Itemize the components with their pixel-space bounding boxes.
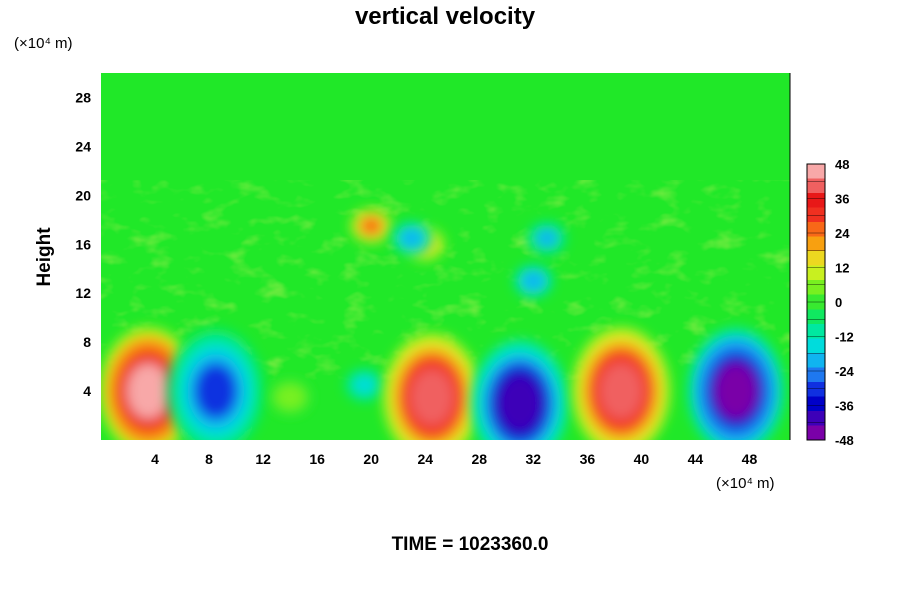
- x-tick-label: 20: [363, 451, 379, 467]
- y-tick-label: 12: [75, 285, 91, 301]
- field-cell: [471, 339, 569, 440]
- field-cell: [350, 208, 392, 244]
- colorbar-tick-label: 36: [835, 192, 849, 207]
- x-unit-label: (×10⁴ m): [716, 475, 775, 492]
- time-label: TIME = 1023360.0: [392, 534, 549, 555]
- field-contour: [714, 363, 758, 420]
- colorbar-ticks: 48 36 24 12 0 -12 -24 -36 -48: [835, 157, 855, 448]
- colorbar-tick-label: 48: [835, 157, 849, 172]
- field-contour: [353, 375, 376, 395]
- colorbar-tick-label: -36: [835, 399, 854, 414]
- field-features: [101, 208, 785, 440]
- y-tick-label: 16: [75, 236, 91, 252]
- field-contour: [599, 363, 643, 420]
- field-contour: [400, 229, 423, 248]
- field-contour: [536, 229, 558, 248]
- y-tick-label: 20: [75, 187, 91, 203]
- y-axis-label: Height: [34, 227, 55, 287]
- y-tick-label: 4: [83, 383, 91, 399]
- field-cell: [526, 221, 568, 256]
- field-contour: [279, 388, 301, 407]
- field-cell: [383, 333, 481, 440]
- x-tick-label: 4: [151, 451, 159, 467]
- x-tick-label: 40: [634, 451, 650, 467]
- field-cell: [101, 327, 197, 440]
- field-contour: [360, 216, 383, 236]
- plot-area: [101, 73, 790, 440]
- field-contour: [126, 363, 170, 420]
- x-tick-label: 48: [742, 451, 758, 467]
- field-contour: [498, 375, 542, 432]
- colorbar-tick-label: -24: [835, 364, 855, 379]
- x-axis-ticks: 4 8 12 16 20 24 28 32 36 40 44 48: [151, 451, 757, 467]
- field-cell: [513, 263, 554, 299]
- y-unit-label: (×10⁴ m): [14, 35, 73, 52]
- y-tick-label: 24: [75, 138, 91, 154]
- colorbar-tick-label: 12: [835, 261, 849, 276]
- field-cell: [391, 221, 432, 256]
- field-contour: [522, 271, 545, 291]
- y-axis-ticks: 4 8 12 16 20 24 28: [75, 89, 91, 399]
- field-cell: [167, 327, 265, 440]
- colorbar-levels: [807, 181, 825, 423]
- y-tick-label: 8: [83, 334, 91, 350]
- x-tick-label: 32: [526, 451, 542, 467]
- colorbar: 48 36 24 12 0 -12 -24 -36 -48: [806, 157, 855, 448]
- colorbar-tick-label: -12: [835, 330, 854, 345]
- field-cell: [269, 380, 311, 415]
- field-contour: [194, 363, 238, 420]
- colorbar-tick-label: 0: [835, 295, 842, 310]
- x-tick-label: 12: [255, 451, 271, 467]
- x-tick-label: 16: [309, 451, 325, 467]
- x-tick-label: 28: [471, 451, 487, 467]
- x-tick-label: 8: [205, 451, 213, 467]
- colorbar-tick-label: -48: [835, 433, 854, 448]
- x-tick-label: 44: [688, 451, 704, 467]
- y-tick-label: 28: [75, 89, 91, 105]
- field-cell: [572, 327, 670, 440]
- chart-title: vertical velocity: [355, 3, 536, 30]
- x-tick-label: 36: [580, 451, 596, 467]
- field-cell: [344, 367, 385, 403]
- x-tick-label: 24: [417, 451, 433, 467]
- colorbar-tick-label: 24: [835, 226, 850, 241]
- field-cell: [687, 327, 785, 440]
- field-contour: [410, 369, 454, 426]
